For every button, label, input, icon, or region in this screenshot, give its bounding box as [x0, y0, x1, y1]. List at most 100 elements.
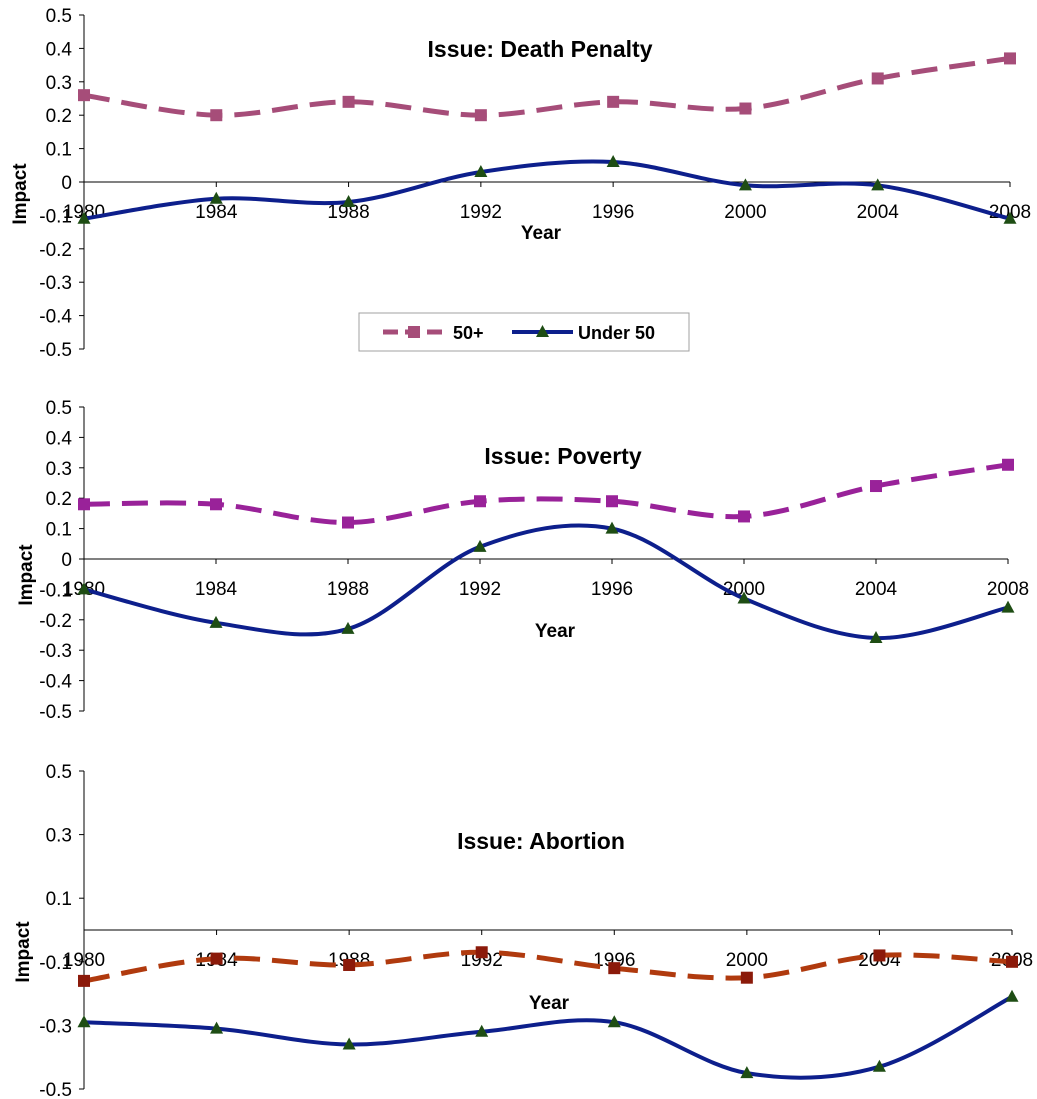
y-tick-label: -0.1	[39, 206, 72, 227]
series-under-50-line	[83, 159, 1011, 221]
legend-label-50-plus: 50+	[453, 323, 484, 343]
series-50-plus-point	[873, 949, 886, 962]
y-tick-label: 0.5	[46, 6, 72, 27]
series-50-plus-point	[1002, 458, 1014, 471]
series-50-plus-point	[475, 946, 488, 959]
y-tick-label: -0.3	[39, 273, 72, 294]
series-50-plus-point	[608, 962, 621, 975]
series-50-plus-line	[83, 949, 1013, 984]
x-tick-label: 1996	[592, 202, 634, 223]
x-tick-label: 1996	[591, 579, 633, 600]
series-under-50-point	[209, 191, 223, 204]
series-under-50-point	[1001, 600, 1015, 613]
x-tick-label: 2004	[857, 202, 900, 223]
x-axis-title: Year	[529, 993, 570, 1014]
series-under-50-point	[607, 1015, 621, 1028]
y-tick-label: 0	[61, 550, 72, 571]
series-under-50-point	[606, 154, 620, 167]
legend-marker-triangle	[536, 325, 549, 337]
series-under-50-point	[77, 582, 91, 595]
y-tick-label: 0.3	[46, 826, 72, 847]
y-tick-label: 0.2	[46, 106, 72, 127]
series-under-50-point	[209, 615, 223, 628]
series-50-plus-point	[1006, 955, 1018, 968]
series-under-50-line	[83, 995, 1013, 1080]
x-tick-label: 2004	[855, 579, 898, 600]
x-tick-label: 1992	[459, 579, 501, 600]
legend-marker-square	[408, 326, 420, 338]
series-under-50-point	[869, 631, 883, 644]
series-under-50-point	[77, 211, 91, 224]
series-under-50-point	[342, 1037, 356, 1050]
x-tick-label: 2000	[726, 950, 768, 971]
series-under-50-point	[605, 521, 619, 534]
x-axis-title: Year	[521, 223, 562, 244]
series-50-plus-point	[474, 495, 486, 508]
series-50-plus-point	[739, 102, 752, 115]
y-tick-label: -0.4	[39, 307, 72, 328]
series-50-plus-point	[607, 95, 620, 108]
series-under-50-point	[1005, 989, 1019, 1002]
y-tick-label: -0.2	[39, 611, 72, 632]
series-50-plus-point	[606, 495, 618, 508]
chart-panel-poverty: Issue: Poverty Year Impact 0.5 0.4 0.3 0.2 0…	[16, 398, 1029, 723]
series-50-plus-point	[342, 95, 355, 108]
y-tick-label: 0.4	[46, 39, 73, 60]
y-tick-label: -0.1	[39, 580, 72, 601]
series-under-50-point	[1003, 211, 1017, 224]
chart-panel-abortion: Issue: Abortion Year Impact 0.5 0.3 0.1 -0.…	[13, 762, 1033, 1099]
y-tick-label: 0.1	[46, 140, 72, 161]
series-50-plus-point	[78, 89, 90, 102]
series-under-50-point	[738, 178, 752, 191]
series-under-50-line	[83, 523, 1009, 641]
chart-title: Issue: Poverty	[484, 443, 641, 469]
y-tick-label: 0.3	[46, 73, 72, 94]
series-50-plus-point	[78, 498, 90, 511]
series-50-plus-point	[474, 109, 487, 122]
legend: 50+ Under 50	[358, 312, 690, 352]
series-50-plus-point	[343, 958, 356, 971]
x-tick-label: 1988	[327, 202, 369, 223]
y-tick-label: -0.5	[39, 340, 72, 361]
y-tick-label: 0.2	[46, 489, 72, 510]
series-under-50-point	[737, 591, 751, 604]
y-tick-label: 0.3	[46, 459, 72, 480]
y-tick-label: 0.1	[46, 520, 72, 541]
chart-title: Issue: Abortion	[457, 828, 625, 854]
x-axis-title: Year	[535, 621, 576, 642]
series-under-50-point	[475, 1024, 489, 1037]
series-50-plus-point	[342, 516, 354, 529]
chart-panel-death-penalty: Issue: Death Penalty Year Impact 0.5 0.4 0…	[10, 6, 1031, 361]
series-under-50-point	[77, 1015, 91, 1028]
y-tick-label: -0.5	[39, 1080, 72, 1099]
y-tick-label: -0.4	[39, 672, 72, 693]
y-tick-label: -0.5	[39, 702, 72, 723]
y-tick-label: 0.5	[46, 398, 72, 419]
x-tick-label: 2008	[987, 579, 1029, 600]
series-50-plus-point	[871, 72, 884, 85]
x-tick-label: 1980	[63, 950, 105, 971]
series-under-50-point	[473, 539, 487, 552]
series-50-plus-line	[83, 462, 1009, 526]
x-tick-label: 1992	[461, 950, 503, 971]
series-50-plus-point	[870, 480, 882, 493]
y-axis-title: Impact	[13, 921, 34, 983]
series-50-plus-point	[210, 109, 223, 122]
y-tick-label: 0.4	[46, 428, 73, 449]
chart-title: Issue: Death Penalty	[428, 36, 653, 62]
x-tick-label: 1988	[327, 579, 369, 600]
series-50-plus-point	[210, 952, 223, 965]
legend-label-under-50: Under 50	[578, 323, 655, 343]
series-under-50-point	[341, 621, 355, 634]
y-tick-label: -0.3	[39, 1016, 72, 1037]
y-axis-title: Impact	[16, 544, 37, 606]
y-tick-label: 0.1	[46, 889, 72, 910]
series-under-50-point	[872, 1059, 886, 1072]
x-tick-label: 1996	[593, 950, 635, 971]
series-50-plus-point	[738, 510, 750, 523]
series-under-50-point	[871, 178, 885, 191]
x-tick-label: 1984	[195, 202, 238, 223]
series-50-plus-point	[210, 498, 222, 511]
series-50-plus-line	[83, 55, 1011, 118]
